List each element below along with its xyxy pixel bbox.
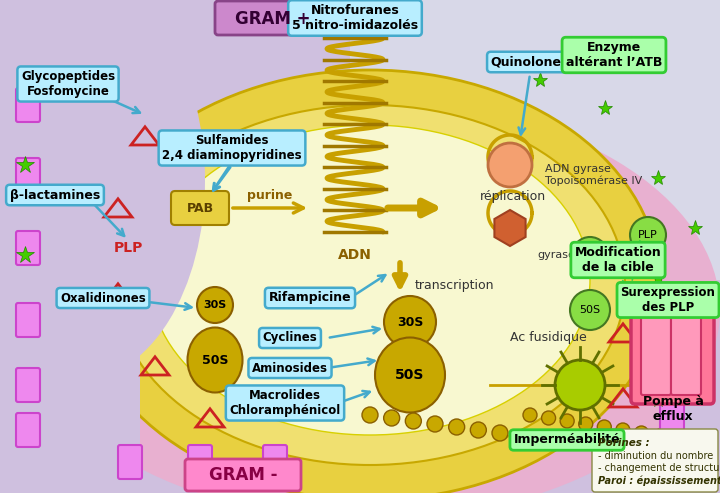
Text: Porines :: Porines : <box>598 438 649 448</box>
FancyBboxPatch shape <box>16 88 40 122</box>
Text: PLP: PLP <box>113 241 143 255</box>
Text: Surexpression
des PLP: Surexpression des PLP <box>621 286 716 314</box>
FancyBboxPatch shape <box>641 296 671 395</box>
Circle shape <box>384 410 400 426</box>
Text: Ac fusidique: Ac fusidique <box>510 331 587 345</box>
Text: 30S: 30S <box>203 300 227 310</box>
Circle shape <box>560 414 574 428</box>
Circle shape <box>616 423 630 437</box>
Circle shape <box>362 407 378 423</box>
FancyBboxPatch shape <box>263 445 287 479</box>
Text: gyrase: gyrase <box>574 250 606 260</box>
Text: purine: purine <box>247 189 293 202</box>
Bar <box>350 0 720 280</box>
Circle shape <box>653 429 667 443</box>
Text: PAB: PAB <box>186 202 214 214</box>
FancyBboxPatch shape <box>660 398 684 432</box>
FancyBboxPatch shape <box>660 283 684 317</box>
Circle shape <box>555 360 605 410</box>
FancyBboxPatch shape <box>16 158 40 192</box>
Circle shape <box>427 416 443 432</box>
Text: GRAM -: GRAM - <box>209 466 277 484</box>
Text: Nitrofuranes
5 nitro-imidazolés: Nitrofuranes 5 nitro-imidazolés <box>292 4 418 32</box>
Text: Aminosides: Aminosides <box>252 361 328 375</box>
Text: Imperméabilité: Imperméabilité <box>513 433 621 447</box>
Text: gyrase: gyrase <box>537 250 575 260</box>
Circle shape <box>598 420 611 434</box>
Text: Macrolides
Chloramphénicol: Macrolides Chloramphénicol <box>230 389 341 417</box>
Text: Sulfamides
2,4 diaminopyridines: Sulfamides 2,4 diaminopyridines <box>162 134 302 162</box>
Ellipse shape <box>80 70 660 493</box>
FancyBboxPatch shape <box>16 368 40 402</box>
FancyBboxPatch shape <box>185 459 301 491</box>
FancyBboxPatch shape <box>118 445 142 479</box>
Circle shape <box>630 217 666 253</box>
Circle shape <box>449 419 464 435</box>
Text: Rifampicine: Rifampicine <box>269 291 351 305</box>
FancyBboxPatch shape <box>592 429 718 492</box>
Text: Modification
de la cible: Modification de la cible <box>575 246 662 274</box>
FancyBboxPatch shape <box>660 343 684 377</box>
Circle shape <box>541 411 556 425</box>
Text: - changement de structure: - changement de structure <box>598 463 720 473</box>
Text: GRAM +: GRAM + <box>235 10 311 28</box>
Circle shape <box>579 417 593 431</box>
Text: PLP: PLP <box>638 230 658 240</box>
Circle shape <box>405 413 421 429</box>
Ellipse shape <box>187 327 243 392</box>
FancyBboxPatch shape <box>215 1 331 35</box>
Text: Enzyme
altérant l’ATB: Enzyme altérant l’ATB <box>566 41 662 69</box>
Text: ADN gyrase
Topoisomérase IV: ADN gyrase Topoisomérase IV <box>545 164 642 186</box>
Ellipse shape <box>0 0 205 380</box>
Text: Glycopeptides
Fosfomycine: Glycopeptides Fosfomycine <box>21 70 115 98</box>
Circle shape <box>572 237 608 273</box>
Circle shape <box>523 408 537 422</box>
FancyBboxPatch shape <box>16 413 40 447</box>
FancyBboxPatch shape <box>171 191 229 225</box>
Text: Quinolones: Quinolones <box>491 56 570 69</box>
Circle shape <box>492 425 508 441</box>
FancyBboxPatch shape <box>188 445 212 479</box>
Circle shape <box>470 422 486 438</box>
FancyBboxPatch shape <box>671 296 701 395</box>
Circle shape <box>570 290 610 330</box>
Text: Pompe à
efflux: Pompe à efflux <box>642 395 703 423</box>
Ellipse shape <box>150 125 590 435</box>
Circle shape <box>634 426 649 440</box>
Text: réplication: réplication <box>480 190 546 203</box>
Text: Cyclines: Cyclines <box>263 331 318 345</box>
Text: 50S: 50S <box>202 353 228 366</box>
Text: transcription: transcription <box>415 279 495 291</box>
Ellipse shape <box>20 100 720 493</box>
Text: Paroi : épaississement: Paroi : épaississement <box>598 475 720 486</box>
FancyBboxPatch shape <box>16 231 40 265</box>
Circle shape <box>488 143 532 187</box>
Text: 30S: 30S <box>397 316 423 328</box>
FancyBboxPatch shape <box>631 286 714 404</box>
Text: 50S: 50S <box>395 368 425 382</box>
Text: - diminution du nombre: - diminution du nombre <box>598 451 714 461</box>
Circle shape <box>197 287 233 323</box>
Ellipse shape <box>375 338 445 413</box>
Text: ADN: ADN <box>338 248 372 262</box>
Text: 50S: 50S <box>580 305 600 315</box>
Text: β-lactamines: β-lactamines <box>10 188 100 202</box>
Bar <box>0 0 140 493</box>
Circle shape <box>384 296 436 348</box>
Text: Oxalidinones: Oxalidinones <box>60 291 146 305</box>
Ellipse shape <box>115 105 625 465</box>
FancyBboxPatch shape <box>16 303 40 337</box>
